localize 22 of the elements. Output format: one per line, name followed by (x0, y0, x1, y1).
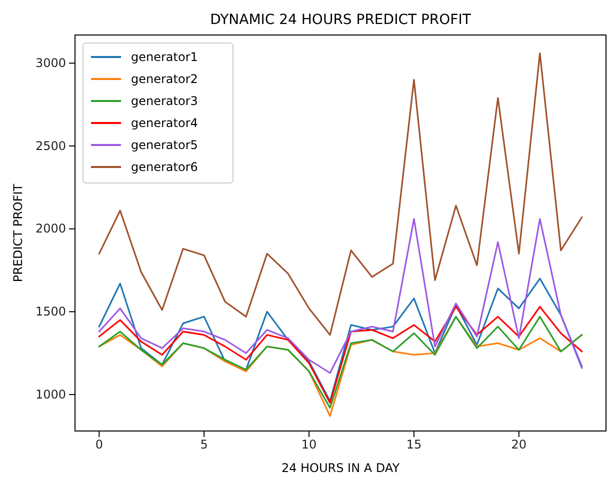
x-tick-label: 15 (406, 438, 422, 452)
legend-label: generator6 (131, 160, 198, 174)
legend-label: generator2 (131, 72, 198, 86)
line-series (98, 278, 583, 402)
legend-label: generator4 (131, 116, 198, 130)
y-tick-label: 3000 (35, 56, 66, 70)
chart-title: DYNAMIC 24 HOURS PREDICT PROFIT (210, 12, 472, 28)
y-tick-label: 2500 (35, 138, 66, 153)
x-tick-label: 20 (511, 438, 527, 452)
y-tick-label: 1000 (35, 387, 66, 402)
legend-label: generator5 (131, 138, 198, 152)
x-tick-label: 10 (301, 438, 317, 452)
y-tick-label: 2000 (35, 222, 66, 236)
x-tick-label: 5 (200, 438, 208, 452)
line-series (98, 52, 583, 336)
y-tick-label: 1500 (35, 304, 66, 319)
legend-label: generator3 (131, 94, 198, 108)
legend-label: generator1 (131, 50, 198, 64)
x-axis-title: 24 HOURS IN A DAY (281, 461, 400, 475)
line-series (98, 218, 583, 374)
x-tick-label: 0 (95, 438, 103, 452)
y-axis-title: PREDICT PROFIT (11, 183, 25, 282)
